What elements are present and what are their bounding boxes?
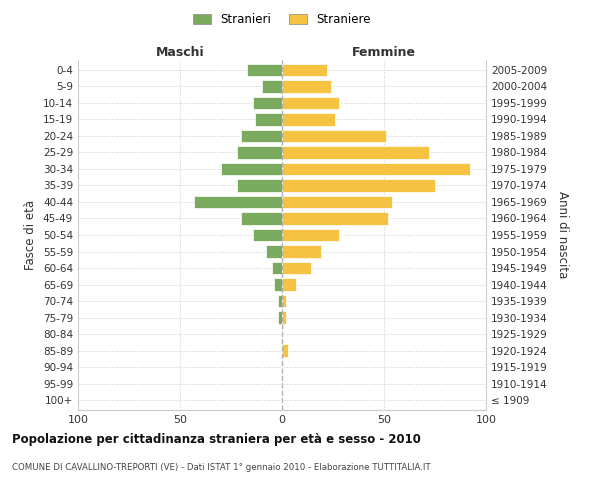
Text: Popolazione per cittadinanza straniera per età e sesso - 2010: Popolazione per cittadinanza straniera p… — [12, 432, 421, 446]
Bar — [282, 163, 470, 175]
Bar — [282, 96, 339, 109]
Y-axis label: Fasce di età: Fasce di età — [25, 200, 37, 270]
Bar — [253, 229, 282, 241]
Bar — [221, 163, 282, 175]
Bar — [282, 212, 388, 224]
Bar — [278, 312, 282, 324]
Bar — [241, 212, 282, 224]
Bar — [282, 295, 286, 307]
Bar — [247, 64, 282, 76]
Bar — [282, 344, 288, 357]
Bar — [282, 229, 339, 241]
Bar — [241, 130, 282, 142]
Y-axis label: Anni di nascita: Anni di nascita — [556, 192, 569, 278]
Bar — [266, 246, 282, 258]
Bar — [282, 113, 335, 126]
Bar — [282, 146, 429, 158]
Bar — [274, 278, 282, 290]
Bar — [278, 295, 282, 307]
Bar — [282, 64, 327, 76]
Bar — [282, 180, 435, 192]
Bar — [282, 196, 392, 208]
Bar — [262, 80, 282, 92]
Bar — [282, 312, 286, 324]
Bar — [272, 262, 282, 274]
Bar — [194, 196, 282, 208]
Bar — [256, 113, 282, 126]
Bar — [282, 278, 296, 290]
Text: COMUNE DI CAVALLINO-TREPORTI (VE) - Dati ISTAT 1° gennaio 2010 - Elaborazione TU: COMUNE DI CAVALLINO-TREPORTI (VE) - Dati… — [12, 462, 431, 471]
Bar — [237, 180, 282, 192]
Text: Maschi: Maschi — [155, 46, 205, 59]
Bar — [282, 80, 331, 92]
Bar — [282, 246, 321, 258]
Legend: Stranieri, Straniere: Stranieri, Straniere — [188, 8, 376, 31]
Bar — [253, 96, 282, 109]
Bar — [237, 146, 282, 158]
Bar — [282, 262, 311, 274]
Bar — [282, 130, 386, 142]
Text: Femmine: Femmine — [352, 46, 416, 59]
